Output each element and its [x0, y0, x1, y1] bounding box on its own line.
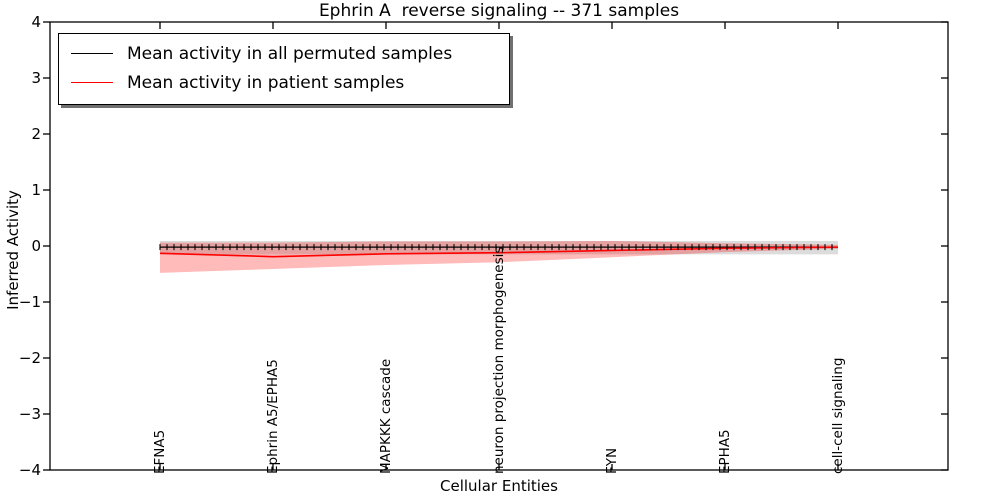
x-category-label: cell-cell signaling	[830, 357, 846, 474]
legend-label-permuted: Mean activity in all permuted samples	[127, 43, 453, 64]
y-tick-label: 0	[31, 237, 41, 255]
legend-item-patient: Mean activity in patient samples	[69, 68, 501, 97]
y-tick-label: −1	[18, 293, 41, 311]
y-tick-label: 2	[31, 125, 41, 143]
x-category-label: EPHA5	[717, 429, 733, 474]
x-axis-label: Cellular Entities	[440, 477, 558, 495]
x-category-label: MAPKKK cascade	[378, 358, 394, 474]
legend-label-patient: Mean activity in patient samples	[127, 72, 405, 93]
legend-line-black-icon	[71, 53, 113, 54]
y-tick-label: −4	[18, 461, 41, 479]
patient-mean-line	[159, 246, 839, 258]
x-category-label: EFNA5	[152, 429, 168, 474]
y-tick-label: −2	[18, 349, 41, 367]
chart-title: Ephrin A reverse signaling -- 371 sample…	[318, 1, 680, 21]
legend-item-permuted: Mean activity in all permuted samples	[69, 39, 501, 68]
legend-line-red-icon	[71, 82, 113, 83]
y-tick-label: 1	[31, 181, 41, 199]
y-tick-label: 4	[31, 13, 41, 31]
x-category-label: neuron projection morphogenesis	[491, 246, 507, 474]
x-category-label: FYN	[604, 447, 620, 474]
x-category-label: Ephrin A5/EPHA5	[265, 359, 281, 474]
y-tick-label: −3	[18, 405, 41, 423]
y-tick-label: 3	[31, 69, 41, 87]
legend: Mean activity in all permuted samples Me…	[58, 33, 510, 105]
plot-border	[49, 21, 949, 471]
